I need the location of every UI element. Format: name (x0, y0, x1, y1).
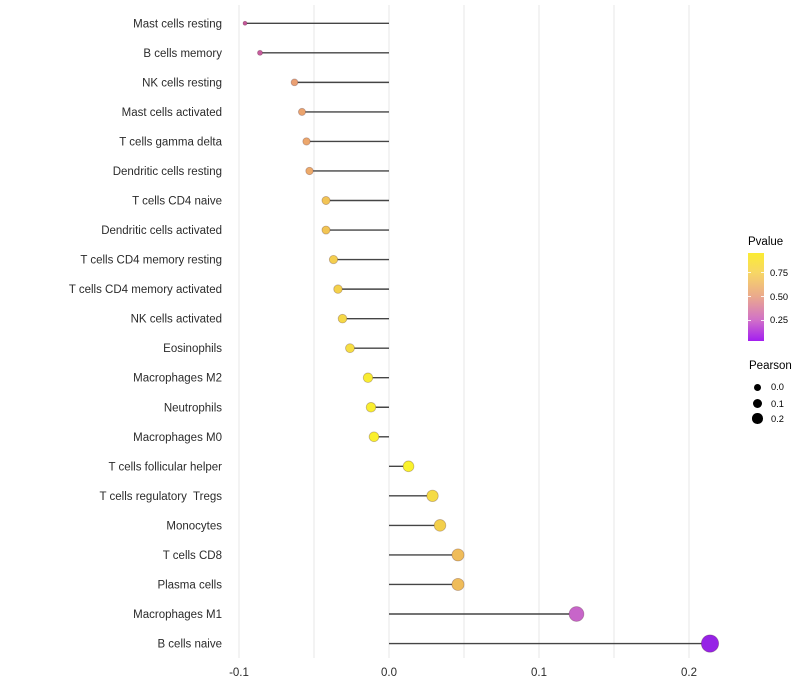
pearson-dot (700, 634, 720, 653)
colorbar-tick-mark (761, 296, 764, 297)
row-label: B cells memory (143, 48, 222, 60)
pvalue-colorbar (748, 253, 764, 341)
row-label: Macrophages M1 (133, 609, 222, 621)
row-label: B cells naive (157, 639, 222, 651)
colorbar-tick-mark (748, 296, 751, 297)
x-tick-label: 0.0 (381, 667, 397, 679)
row-label: T cells CD8 (163, 550, 222, 562)
pearson-size-dot-medium (752, 399, 762, 409)
pearson-size-label: 0.0 (771, 382, 784, 392)
row-label: NK cells resting (142, 77, 222, 89)
row-label: Plasma cells (157, 579, 222, 591)
pearson-dot (333, 284, 343, 294)
x-tick-label: 0.1 (531, 667, 547, 679)
pearson-dot (451, 577, 465, 591)
row-label: Mast cells resting (133, 18, 222, 30)
row-label: T cells regulatory Tregs (99, 491, 222, 503)
row-label: Mast cells activated (122, 107, 222, 119)
row-label: Macrophages M2 (133, 373, 222, 385)
row-label: Eosinophils (163, 343, 222, 355)
pearson-dot (302, 137, 311, 146)
pearson-dot (433, 519, 447, 532)
pearson-dot (402, 460, 415, 473)
colorbar-tick-mark (761, 272, 764, 273)
pearson-dot (321, 196, 331, 205)
pearson-dot (298, 107, 306, 116)
pearson-size-dot-small (753, 383, 761, 391)
colorbar-tick-mark (748, 272, 751, 273)
x-tick-label: -0.1 (229, 667, 249, 679)
pearson-dot (305, 166, 314, 176)
row-label: T cells CD4 naive (132, 196, 222, 208)
row-label: Dendritic cells resting (113, 166, 222, 178)
row-label: Monocytes (166, 520, 222, 532)
row-label: T cells follicular helper (108, 461, 222, 473)
pearson-size-label: 0.1 (771, 398, 784, 409)
pearson-dot (242, 20, 248, 26)
pearson-size-label: 0.2 (771, 413, 784, 424)
pvalue-tick-label: 0.75 (770, 268, 789, 278)
row-label: Neutrophils (164, 402, 222, 414)
row-label: T cells gamma delta (119, 136, 222, 148)
pearson-dot (362, 372, 374, 383)
pearson-dot (257, 49, 263, 56)
colorbar-tick-mark (748, 320, 751, 321)
colorbar-tick-mark (761, 320, 764, 321)
pearson-dot (451, 548, 465, 562)
pvalue-tick-label: 0.25 (770, 315, 789, 325)
pearson-dot (337, 313, 348, 324)
pearson-dot (345, 343, 355, 354)
pearson-dot (290, 78, 299, 87)
pvalue-tick-label: 0.50 (770, 292, 789, 302)
x-tick-label: 0.2 (681, 667, 697, 679)
pearson-dot (365, 402, 377, 413)
pearson-dot (368, 431, 380, 443)
pearson-size-dot-large (752, 413, 763, 424)
pearson-dot (568, 606, 585, 622)
row-label: NK cells activated (131, 314, 222, 326)
row-label: T cells CD4 memory resting (80, 255, 222, 267)
row-label: Dendritic cells activated (101, 225, 222, 237)
row-label: T cells CD4 memory activated (69, 284, 222, 296)
pearson-dot (321, 225, 331, 235)
row-label: Macrophages M0 (133, 432, 222, 444)
pearson-dot (328, 254, 339, 265)
pearson-legend-title: Pearson (749, 360, 792, 372)
pearson-dot (426, 489, 439, 502)
pvalue-legend-title: Pvalue (748, 236, 784, 248)
